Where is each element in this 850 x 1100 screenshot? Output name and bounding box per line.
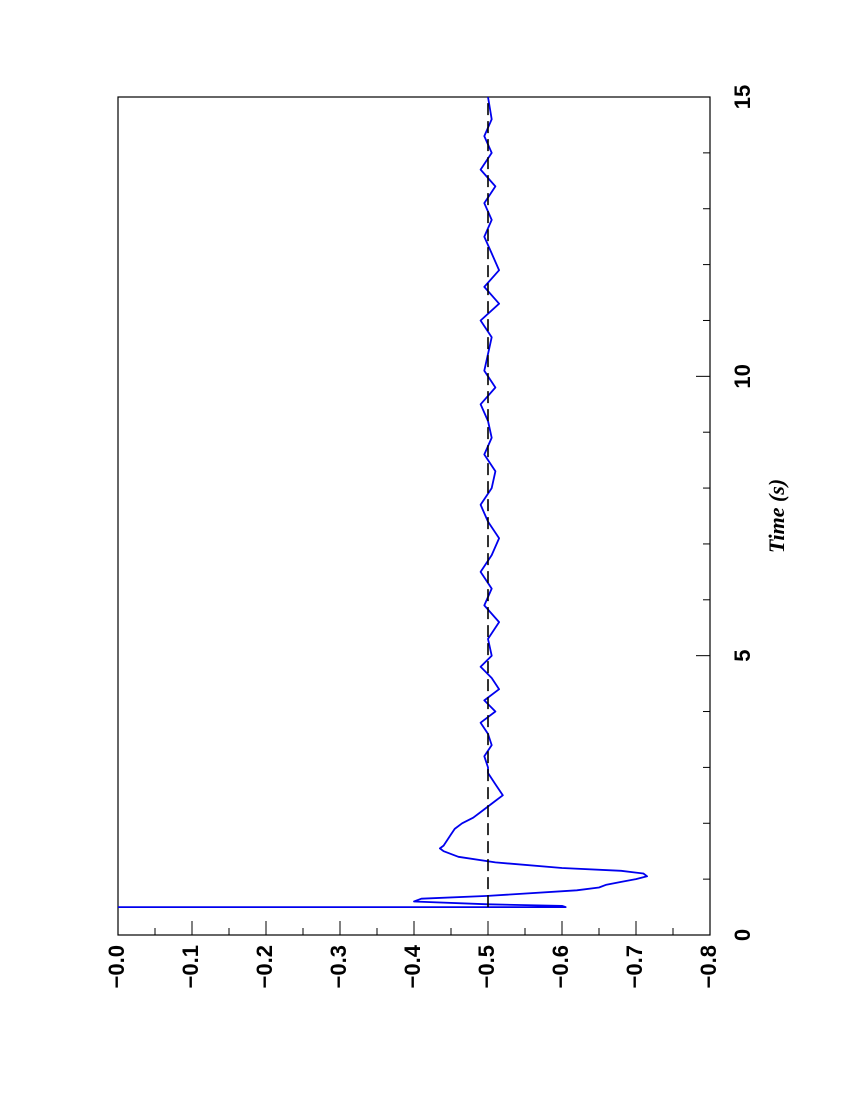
y-tick-label: −0.0: [104, 945, 129, 988]
y-tick-label: −0.3: [326, 945, 351, 988]
y-tick-label: −0.6: [548, 945, 573, 988]
major-ticks: [117, 96, 711, 936]
x-tick-label: 10: [730, 364, 755, 388]
y-tick-labels: −0.0 −0.1 −0.2 −0.3 −0.4 −0.5 −0.6 −0.7 −0.8: [104, 944, 721, 988]
response-line: [118, 96, 648, 908]
plot-frame: [117, 96, 711, 936]
y-tick-label: −0.7: [622, 945, 647, 988]
minor-ticks: [154, 152, 710, 935]
series-layer: [118, 96, 648, 908]
x-tick-label: 0: [730, 929, 755, 941]
x-tick-labels: 0 5 10 15: [730, 85, 755, 941]
x-tick-label: 5: [730, 650, 755, 662]
y-tick-label: −0.5: [474, 945, 499, 988]
y-tick-label: −0.4: [400, 944, 425, 988]
y-tick-label: −0.2: [252, 945, 277, 988]
y-tick-label: −0.8: [696, 945, 721, 988]
y-tick-label: −0.1: [178, 945, 203, 988]
x-tick-label: 15: [730, 85, 755, 109]
x-axis-title: Time (s): [764, 479, 789, 553]
